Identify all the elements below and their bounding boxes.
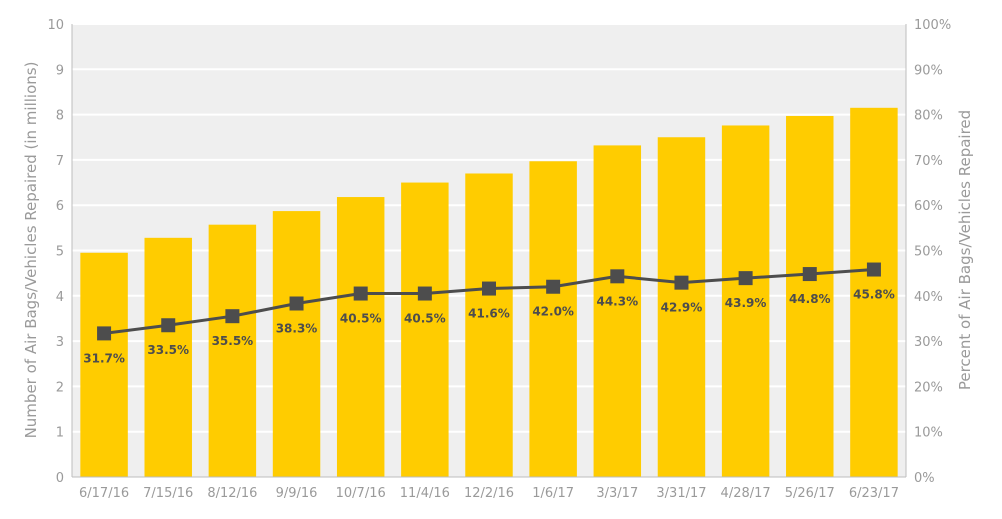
percent-data-label: 38.3% [276,322,318,336]
bar [529,161,577,477]
percent-data-label: 44.3% [596,294,638,308]
percent-data-label: 45.8% [853,288,895,302]
y-axis-title: Number of Air Bags/Vehicles Repaired (in… [22,62,40,439]
x-tick-label: 9/9/16 [276,486,318,501]
bar [336,197,385,477]
y-tick-label: 0 [56,471,64,486]
x-tick-label: 10/7/16 [336,486,386,501]
x-tick-label: 3/31/17 [656,486,706,501]
percent-marker [289,296,304,311]
y-tick-label: 9 [56,63,64,78]
percent-data-label: 43.9% [725,296,767,310]
y2-tick-label: 90% [914,63,943,78]
x-tick-label: 5/26/17 [785,486,835,501]
y2-tick-label: 60% [914,199,943,214]
y2-tick-label: 70% [914,154,943,169]
y2-tick-label: 30% [914,335,943,350]
y2-tick-label: 80% [914,109,943,124]
y-tick-label: 5 [56,245,64,260]
percent-marker [161,318,176,333]
x-tick-label: 6/17/16 [79,486,129,501]
y-tick-label: 8 [56,109,64,124]
percent-marker [225,309,240,324]
bar [272,211,321,478]
bar [786,115,834,478]
x-tick-label: 6/23/17 [849,486,899,501]
y2-tick-label: 100% [914,18,951,33]
percent-marker [97,326,112,341]
y2-tick-label: 40% [914,290,943,305]
y2-tick-label: 50% [914,245,943,260]
percent-marker [866,262,881,277]
x-tick-label: 7/15/16 [143,486,193,501]
axes: 0 0% 1 10% 2 20% 3 30% 4 40% 5 50% 6 60% 7 70% 8 80% 9 90% 1… [47,18,951,501]
percent-data-label: 42.0% [532,305,574,319]
percent-marker [546,279,561,294]
y-tick-label: 3 [56,335,64,350]
y-tick-label: 1 [56,426,64,441]
bar [721,125,770,478]
percent-data-label: 41.6% [468,307,510,321]
y2-tick-label: 20% [914,380,943,395]
bar [401,182,449,478]
percent-marker [482,281,496,296]
bars [80,107,898,478]
percent-marker [738,271,753,286]
x-tick-label: 1/6/17 [532,486,574,501]
percent-data-label: 40.5% [340,312,382,326]
bar [593,145,642,478]
bar [144,237,192,477]
y-tick-label: 7 [56,154,64,169]
percent-data-label: 33.5% [147,343,189,357]
y2-tick-label: 0% [914,471,935,486]
percent-data-label: 42.9% [661,301,703,315]
y2-tick-label: 10% [914,426,943,441]
bar [465,173,513,478]
y2-axis-title: Percent of Air Bags/Vehicles Repaired [956,110,974,390]
x-tick-label: 4/28/17 [721,486,771,501]
y-tick-label: 10 [47,18,64,33]
percent-line: 31.7% 33.5% 35.5% 38.3% 40.5% 40.5% 41.6% 42.0%… [83,262,895,365]
percent-marker [674,275,689,290]
bar [657,137,706,477]
x-tick-label: 12/2/16 [464,486,514,501]
bar [80,252,128,477]
bar [850,107,898,478]
bar [208,224,257,477]
percent-data-label: 40.5% [404,312,446,326]
percent-marker [610,269,625,284]
percent-data-label: 35.5% [212,334,254,348]
percent-data-label: 44.8% [789,292,831,306]
percent-marker [353,286,368,301]
x-tick-label: 3/3/17 [596,486,638,501]
y-tick-label: 2 [56,380,64,395]
percent-marker [802,267,817,282]
percent-data-label: 31.7% [83,351,125,365]
x-tick-label: 8/12/16 [207,486,257,501]
percent-marker [417,286,432,301]
y-tick-label: 4 [56,290,64,305]
y-tick-label: 6 [56,199,64,214]
x-tick-label: 11/4/16 [400,486,450,501]
